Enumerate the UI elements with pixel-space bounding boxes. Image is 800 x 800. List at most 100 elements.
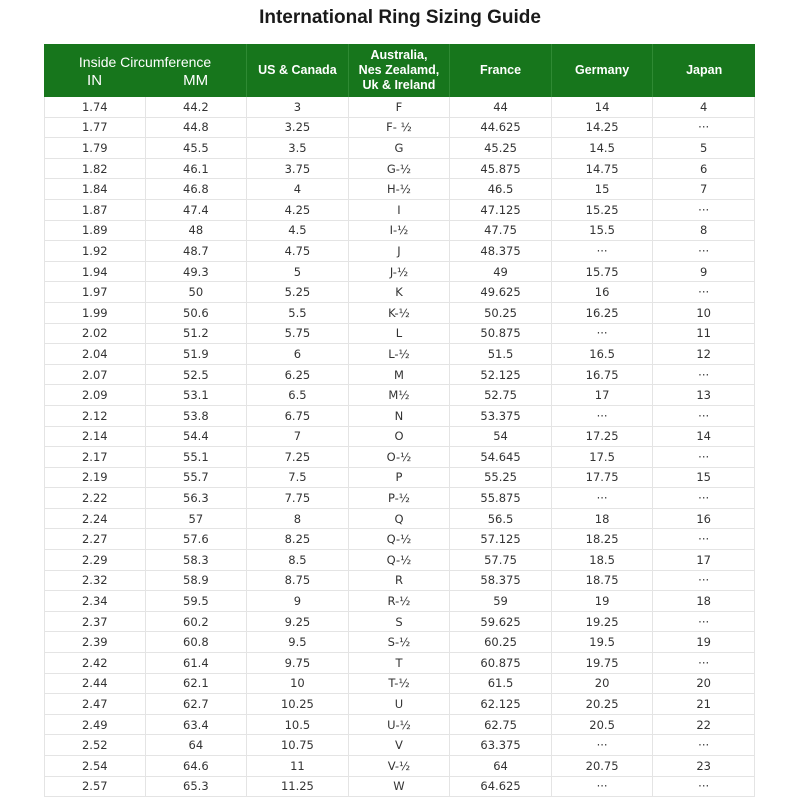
cell-france: 50.25 bbox=[450, 302, 552, 323]
cell-australia: V-½ bbox=[349, 756, 451, 776]
cell-germany: 16.25 bbox=[552, 302, 654, 323]
cell-us-canada: 7.75 bbox=[247, 488, 349, 508]
cell-in: 2.39 bbox=[44, 632, 146, 653]
table-header: Inside Circumference IN MM US & Canada A… bbox=[44, 44, 755, 97]
cell-mm: 47.4 bbox=[146, 199, 248, 220]
cell-germany: 14.5 bbox=[552, 138, 654, 158]
cell-japan: ··· bbox=[653, 364, 755, 385]
cell-us-canada: 4.25 bbox=[247, 199, 349, 220]
cell-mm: 44.8 bbox=[146, 117, 248, 138]
cell-australia: I bbox=[349, 199, 451, 220]
table-row: 2.32 58.9 8.75 R 58.375 18.75 ··· bbox=[44, 570, 755, 592]
cell-australia: S bbox=[349, 611, 451, 632]
cell-germany: 14 bbox=[552, 97, 654, 117]
header-inside-circumference: Inside Circumference IN MM bbox=[44, 44, 248, 97]
cell-australia: J bbox=[349, 241, 451, 261]
cell-germany: 18 bbox=[552, 508, 654, 529]
cell-us-canada: 3 bbox=[247, 97, 349, 117]
cell-germany: ··· bbox=[552, 735, 654, 755]
cell-in: 1.74 bbox=[44, 97, 146, 117]
cell-us-canada: 9 bbox=[247, 591, 349, 611]
table-row: 1.94 49.3 5 J-½ 49 15.75 9 bbox=[44, 261, 755, 283]
cell-mm: 57.6 bbox=[146, 529, 248, 550]
cell-mm: 53.1 bbox=[146, 385, 248, 405]
cell-in: 2.32 bbox=[44, 570, 146, 591]
cell-mm: 60.2 bbox=[146, 611, 248, 632]
cell-japan: ··· bbox=[653, 653, 755, 673]
cell-france: 46.5 bbox=[450, 179, 552, 199]
cell-france: 63.375 bbox=[450, 735, 552, 755]
cell-japan: 11 bbox=[653, 323, 755, 344]
cell-in: 1.99 bbox=[44, 302, 146, 323]
table-row: 1.77 44.8 3.25 F- ½ 44.625 14.25 ··· bbox=[44, 117, 755, 139]
cell-japan: ··· bbox=[653, 488, 755, 508]
cell-in: 2.17 bbox=[44, 447, 146, 467]
cell-us-canada: 9.75 bbox=[247, 653, 349, 673]
cell-us-canada: 8.5 bbox=[247, 550, 349, 570]
cell-in: 2.27 bbox=[44, 529, 146, 550]
cell-us-canada: 8 bbox=[247, 508, 349, 529]
cell-australia: W bbox=[349, 776, 451, 797]
cell-us-canada: 4 bbox=[247, 179, 349, 199]
cell-australia: M bbox=[349, 364, 451, 385]
cell-france: 58.375 bbox=[450, 570, 552, 591]
cell-mm: 62.7 bbox=[146, 694, 248, 714]
cell-us-canada: 7 bbox=[247, 426, 349, 447]
cell-us-canada: 6 bbox=[247, 344, 349, 364]
cell-australia: F- ½ bbox=[349, 117, 451, 138]
cell-us-canada: 6.5 bbox=[247, 385, 349, 405]
cell-us-canada: 7.25 bbox=[247, 447, 349, 467]
cell-germany: 14.25 bbox=[552, 117, 654, 138]
cell-in: 2.07 bbox=[44, 364, 146, 385]
table-row: 2.29 58.3 8.5 Q-½ 57.75 18.5 17 bbox=[44, 550, 755, 571]
cell-mm: 61.4 bbox=[146, 653, 248, 673]
cell-mm: 48.7 bbox=[146, 241, 248, 261]
header-japan: Japan bbox=[686, 63, 723, 77]
cell-japan: ··· bbox=[653, 529, 755, 550]
cell-japan: 7 bbox=[653, 179, 755, 199]
table-row: 2.02 51.2 5.75 L 50.875 ··· 11 bbox=[44, 323, 755, 345]
cell-mm: 60.8 bbox=[146, 632, 248, 653]
cell-france: 59 bbox=[450, 591, 552, 611]
cell-germany: 20.5 bbox=[552, 714, 654, 735]
table-row: 2.24 57 8 Q 56.5 18 16 bbox=[44, 508, 755, 530]
cell-france: 59.625 bbox=[450, 611, 552, 632]
cell-france: 44.625 bbox=[450, 117, 552, 138]
cell-in: 2.49 bbox=[44, 714, 146, 735]
table-row: 1.97 50 5.25 K 49.625 16 ··· bbox=[44, 282, 755, 303]
table-row: 2.37 60.2 9.25 S 59.625 19.25 ··· bbox=[44, 611, 755, 633]
cell-in: 2.22 bbox=[44, 488, 146, 508]
cell-france: 48.375 bbox=[450, 241, 552, 261]
cell-in: 1.92 bbox=[44, 241, 146, 261]
cell-in: 1.84 bbox=[44, 179, 146, 199]
cell-us-canada: 3.75 bbox=[247, 158, 349, 179]
cell-france: 54.645 bbox=[450, 447, 552, 467]
cell-australia: S-½ bbox=[349, 632, 451, 653]
cell-mm: 58.9 bbox=[146, 570, 248, 591]
cell-australia: G-½ bbox=[349, 158, 451, 179]
cell-japan: 21 bbox=[653, 694, 755, 714]
header-australia-line1: Australia, bbox=[370, 48, 428, 62]
cell-australia: L-½ bbox=[349, 344, 451, 364]
table-row: 1.84 46.8 4 H-½ 46.5 15 7 bbox=[44, 179, 755, 200]
cell-france: 54 bbox=[450, 426, 552, 447]
cell-australia: O-½ bbox=[349, 447, 451, 467]
cell-in: 1.82 bbox=[44, 158, 146, 179]
table-body: 1.74 44.2 3 F 44 14 4 1.77 44.8 3.25 F- ½ 44.625 14.… bbox=[44, 97, 755, 798]
cell-in: 2.02 bbox=[44, 323, 146, 344]
cell-france: 45.875 bbox=[450, 158, 552, 179]
header-germany: Germany bbox=[552, 44, 654, 97]
cell-australia: N bbox=[349, 405, 451, 426]
cell-mm: 63.4 bbox=[146, 714, 248, 735]
cell-germany: ··· bbox=[552, 776, 654, 797]
cell-in: 1.89 bbox=[44, 220, 146, 241]
table-row: 2.42 61.4 9.75 T 60.875 19.75 ··· bbox=[44, 653, 755, 674]
cell-mm: 50.6 bbox=[146, 302, 248, 323]
cell-france: 50.875 bbox=[450, 323, 552, 344]
table-row: 2.04 51.9 6 L-½ 51.5 16.5 12 bbox=[44, 344, 755, 365]
cell-us-canada: 10.5 bbox=[247, 714, 349, 735]
cell-us-canada: 3.25 bbox=[247, 117, 349, 138]
cell-japan: 15 bbox=[653, 467, 755, 488]
cell-mm: 64 bbox=[146, 735, 248, 755]
cell-in: 1.94 bbox=[44, 261, 146, 282]
